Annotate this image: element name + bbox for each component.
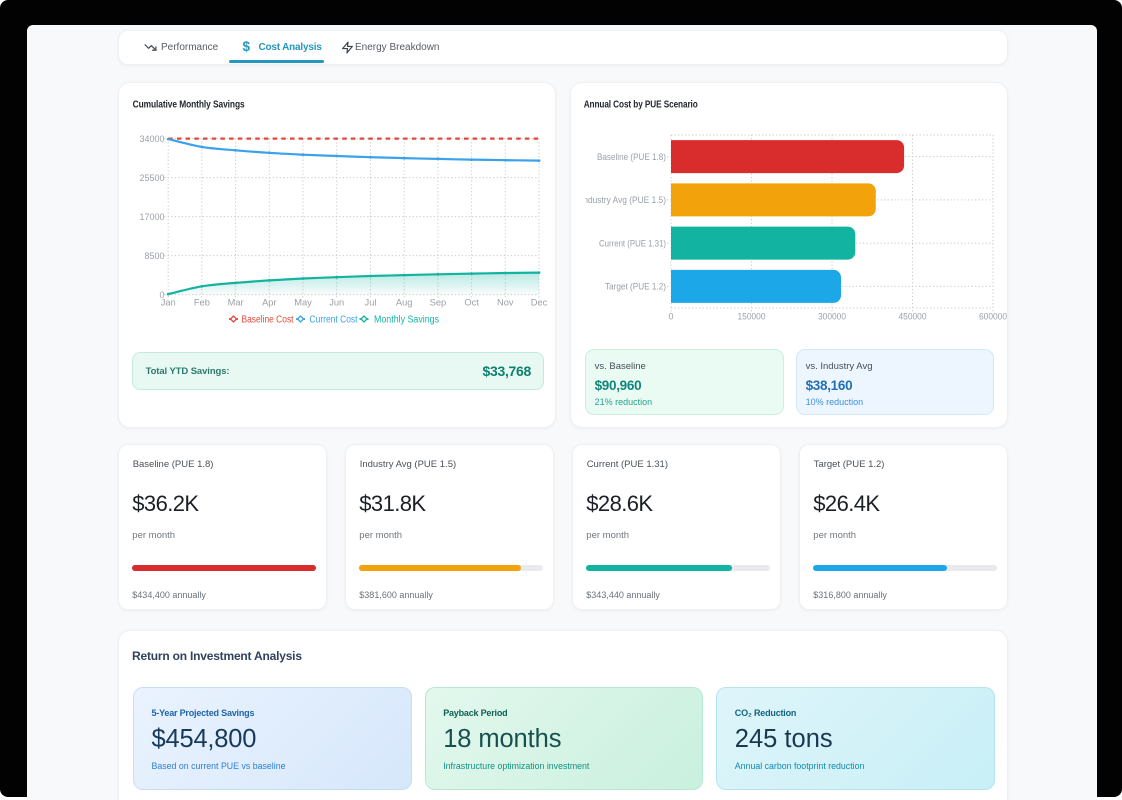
- svg-text:25500: 25500: [140, 172, 165, 182]
- svg-text:Sep: Sep: [430, 297, 447, 307]
- svg-text:450000: 450000: [899, 311, 927, 321]
- svg-text:Annual Cost by PUE Scenario: Annual Cost by PUE Scenario: [584, 99, 698, 110]
- svg-text:Mar: Mar: [228, 297, 244, 307]
- svg-text:Industry Avg (PUE 1.5): Industry Avg (PUE 1.5): [581, 195, 666, 205]
- svg-text:Target (PUE 1.2): Target (PUE 1.2): [605, 281, 666, 291]
- svg-text:Monthly Savings: Monthly Savings: [374, 314, 439, 325]
- svg-text:600000: 600000: [979, 311, 1007, 321]
- svg-text:Jan: Jan: [161, 297, 176, 307]
- svg-text:Baseline Cost: Baseline Cost: [242, 314, 294, 325]
- svg-text:34000: 34000: [140, 133, 165, 143]
- svg-text:May: May: [294, 297, 312, 307]
- svg-text:8500: 8500: [145, 250, 165, 260]
- svg-text:Baseline (PUE 1.8): Baseline (PUE 1.8): [597, 151, 666, 161]
- svg-text:Current Cost: Current Cost: [310, 314, 358, 325]
- svg-text:17000: 17000: [140, 211, 165, 221]
- svg-text:Feb: Feb: [194, 297, 210, 307]
- svg-text:Oct: Oct: [464, 297, 479, 307]
- svg-text:Aug: Aug: [396, 297, 413, 307]
- svg-text:Apr: Apr: [262, 297, 276, 307]
- svg-text:150000: 150000: [738, 311, 766, 321]
- svg-text:Dec: Dec: [531, 297, 548, 307]
- svg-text:0: 0: [669, 311, 674, 321]
- svg-text:Current (PUE 1.31): Current (PUE 1.31): [599, 238, 666, 248]
- svg-text:300000: 300000: [818, 311, 846, 321]
- svg-text:Jul: Jul: [365, 297, 377, 307]
- svg-text:0: 0: [160, 289, 165, 299]
- svg-text:Nov: Nov: [497, 297, 514, 307]
- svg-text:Cumulative Monthly Savings: Cumulative Monthly Savings: [133, 99, 245, 110]
- svg-text:Jun: Jun: [329, 297, 344, 307]
